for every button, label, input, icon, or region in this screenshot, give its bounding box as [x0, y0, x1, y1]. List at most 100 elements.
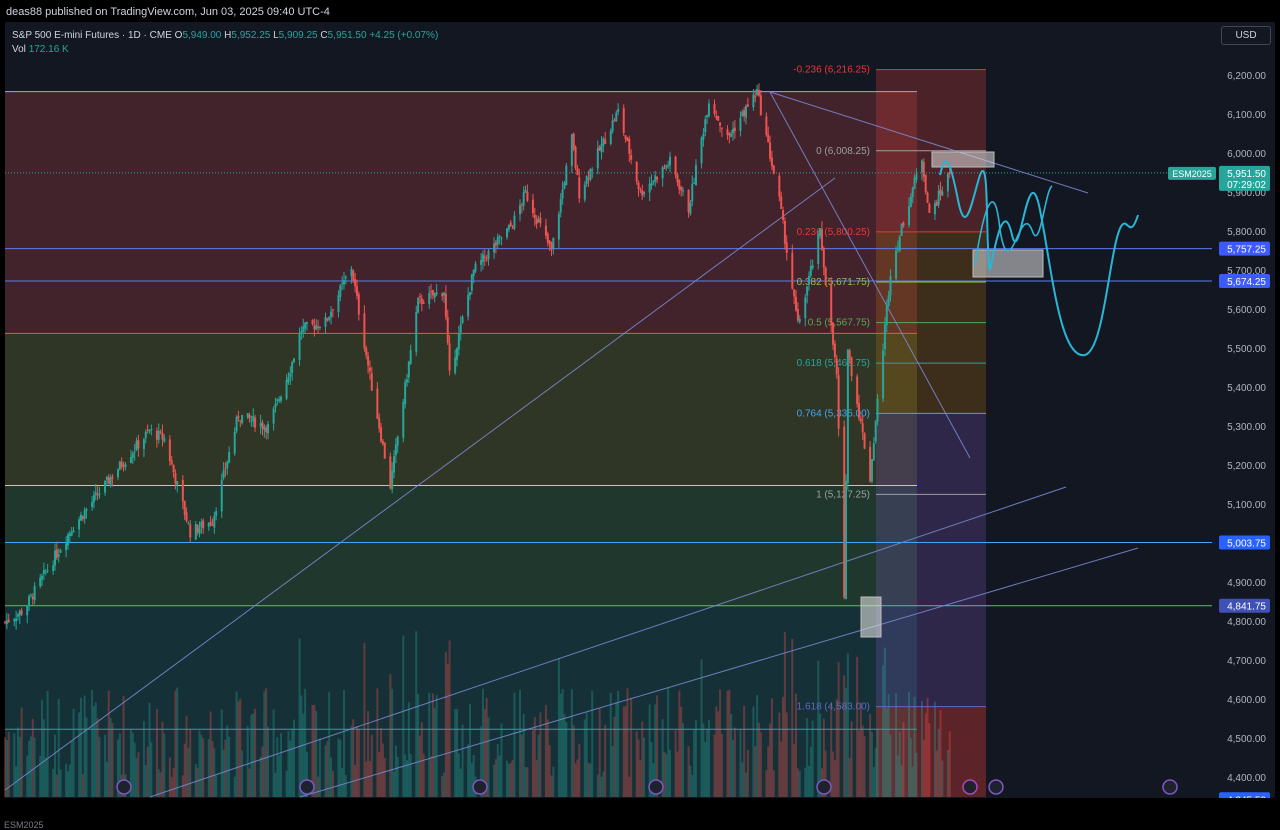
volume-bar	[693, 729, 696, 797]
candle-body	[908, 206, 911, 226]
candle-body	[843, 426, 846, 598]
volume-bar	[507, 763, 510, 797]
volume-bar	[767, 746, 770, 797]
y-tick-label: 4,600.00	[1227, 695, 1266, 706]
candle-body	[66, 534, 69, 546]
volume-bar	[589, 763, 592, 797]
candle-body	[769, 142, 772, 159]
volume-bar	[444, 652, 447, 797]
candle-body	[933, 203, 936, 215]
volume-bar	[148, 702, 151, 797]
candle-body	[913, 177, 916, 189]
volume-bar	[624, 705, 627, 797]
candle-body	[176, 481, 179, 486]
candle-body	[31, 596, 34, 600]
volume-bar	[739, 729, 742, 797]
trend-lines	[4, 91, 1139, 798]
volume-bar	[39, 755, 42, 797]
volume-bar	[133, 742, 136, 797]
candle-body	[822, 248, 825, 268]
candle-body	[81, 516, 84, 519]
candle-body	[174, 473, 177, 484]
volume-bar	[546, 719, 549, 797]
candle-body	[637, 182, 640, 189]
volume-bar	[889, 734, 892, 797]
volume-bar	[806, 718, 809, 797]
candle-body	[326, 318, 329, 321]
volume-bar	[194, 764, 197, 797]
candle-body	[522, 192, 525, 206]
candle-body	[420, 298, 423, 304]
countdown-label: 07:29:02	[1227, 180, 1266, 191]
volume-bar	[33, 737, 36, 797]
volume-bar	[908, 691, 911, 797]
close-value: 5,951.50	[327, 30, 367, 41]
volume-bar	[98, 737, 101, 797]
candle-body	[507, 224, 510, 230]
volume-bar	[55, 774, 58, 797]
candle-body	[704, 119, 707, 133]
volume-bar	[557, 658, 560, 797]
volume-bar	[122, 695, 125, 797]
volume-bar	[509, 762, 512, 797]
y-tick-label: 6,200.00	[1227, 71, 1266, 82]
volume-bar	[613, 716, 616, 797]
candle-body	[313, 325, 316, 330]
candle-body	[628, 139, 631, 155]
volume-bar	[109, 717, 112, 797]
candle-body	[876, 398, 879, 422]
y-tick-label: 5,300.00	[1227, 422, 1266, 433]
candle-body	[341, 283, 344, 285]
volume-bar	[241, 750, 244, 797]
y-tick-label: 5,200.00	[1227, 461, 1266, 472]
volume-bar	[324, 745, 327, 797]
volume-bar	[163, 733, 166, 797]
currency-button[interactable]: USD	[1221, 26, 1271, 45]
volume-bar	[522, 714, 525, 797]
symbol-title[interactable]: S&P 500 E-mini Futures · 1D · CME	[12, 30, 172, 41]
candle-body	[780, 196, 783, 209]
candle-body	[444, 293, 447, 318]
candle-body	[719, 122, 722, 126]
volume-bar	[643, 737, 646, 797]
volume-bar	[213, 748, 216, 797]
volume-bar	[915, 753, 918, 797]
last-price-badge	[1219, 165, 1270, 191]
candle-body	[733, 127, 736, 132]
volume-bar	[559, 693, 562, 797]
volume-bar	[220, 709, 223, 797]
volume-bar	[548, 745, 551, 797]
event-marker-icon	[116, 779, 132, 795]
volume-bar	[572, 725, 575, 797]
candle-body	[845, 481, 848, 600]
candle-body	[902, 222, 905, 226]
candle-body	[148, 430, 151, 432]
candle-body	[552, 237, 555, 249]
volume-bar	[641, 721, 644, 797]
candle-body	[837, 375, 840, 429]
event-marker-icon	[472, 779, 488, 795]
volume-bar	[857, 730, 860, 797]
candle-body	[720, 127, 723, 129]
volume-bar	[574, 763, 577, 797]
candle-body	[470, 274, 473, 291]
volume-bar	[44, 757, 47, 797]
candle-body	[343, 279, 346, 285]
candle-body	[443, 292, 446, 296]
candle-body	[604, 139, 607, 144]
volume-bar	[83, 695, 86, 797]
candle-body	[570, 134, 573, 166]
fib-level-label: 1.618 (4,583.00)	[797, 702, 870, 713]
volume-bar	[41, 699, 44, 797]
candle-body	[65, 543, 68, 551]
candle-body	[713, 103, 716, 114]
volume-bar	[870, 732, 873, 797]
candle-body	[187, 523, 190, 525]
chart-area[interactable]	[5, 22, 1275, 798]
projection-path-alt	[974, 185, 1053, 266]
candle-body	[337, 295, 340, 313]
volume-bar	[304, 689, 307, 797]
volume-bar	[207, 739, 210, 797]
candle-body	[428, 292, 431, 305]
